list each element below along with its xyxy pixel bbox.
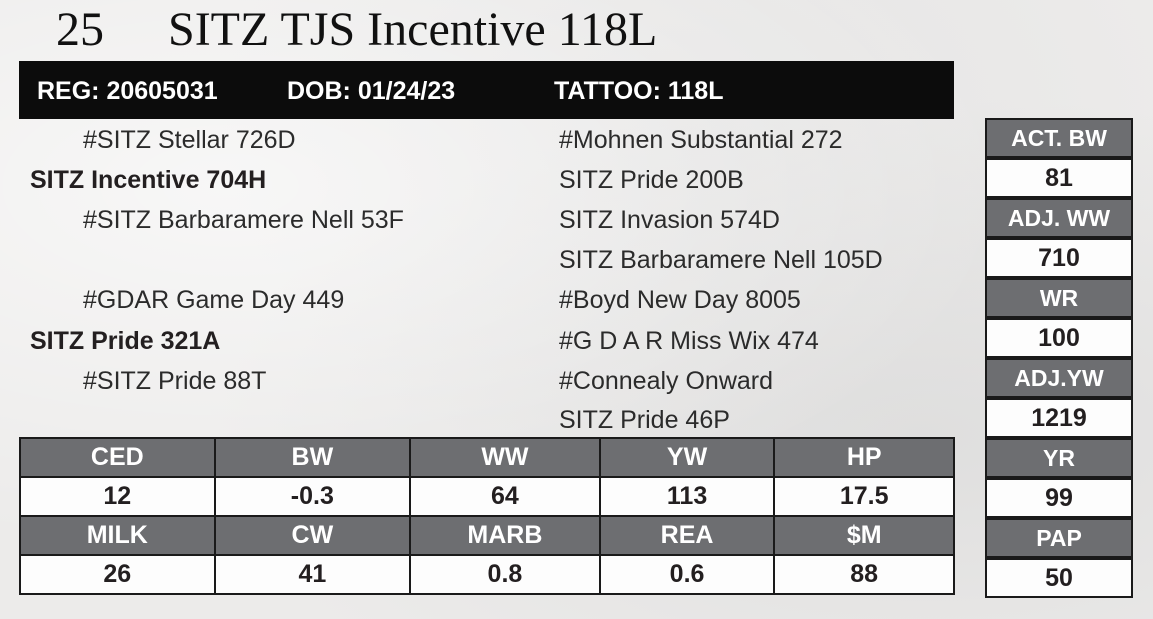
epd-value: 17.5	[773, 476, 955, 517]
epd-table: CED BW WW YW HP 12 -0.3 64 113 17.5 MILK…	[19, 437, 955, 595]
stat-value: 100	[985, 318, 1133, 359]
epd-label: YW	[598, 437, 776, 478]
epd-label: $M	[773, 515, 955, 556]
pedigree-ancestor: SITZ Pride 200B	[559, 166, 744, 194]
pedigree-dam-sire: #GDAR Game Day 449	[83, 286, 345, 314]
epd-value: 0.6	[598, 554, 776, 595]
epd-label: BW	[213, 437, 412, 478]
registration-bar: REG: 20605031 DOB: 01/24/23 TATTOO: 118L	[19, 61, 954, 119]
stat-value: 99	[985, 478, 1133, 519]
pedigree-ancestor: #Boyd New Day 8005	[559, 286, 801, 314]
epd-value-row: 26 41 0.8 0.6 88	[19, 554, 955, 595]
pedigree-ancestor: #Mohnen Substantial 272	[559, 126, 843, 154]
epd-value: 113	[598, 476, 776, 517]
pedigree-ancestor: SITZ Invasion 574D	[559, 206, 780, 234]
animal-name: SITZ TJS Incentive 118L	[168, 3, 658, 56]
pedigree-ancestor: SITZ Pride 46P	[559, 406, 730, 434]
epd-label: CED	[19, 437, 216, 478]
stat-label: WR	[985, 278, 1133, 319]
pedigree-dam: SITZ Pride 321A	[30, 327, 221, 355]
date-of-birth: DOB: 01/24/23	[287, 77, 456, 105]
epd-label: MILK	[19, 515, 216, 556]
epd-header-row: MILK CW MARB REA $M	[19, 515, 955, 556]
stat-value: 81	[985, 158, 1133, 199]
epd-value: 41	[213, 554, 412, 595]
epd-value: 12	[19, 476, 216, 517]
epd-label: HP	[773, 437, 955, 478]
epd-label: CW	[213, 515, 412, 556]
stat-value: 710	[985, 238, 1133, 279]
stat-label: ACT. BW	[985, 118, 1133, 159]
performance-stats: ACT. BW 81 ADJ. WW 710 WR 100 ADJ.YW 121…	[985, 118, 1133, 599]
stat-value: 50	[985, 558, 1133, 599]
pedigree-ancestor: SITZ Barbaramere Nell 105D	[559, 246, 883, 274]
stat-value: 1219	[985, 398, 1133, 439]
epd-label: MARB	[409, 515, 601, 556]
lot-title: 25 SITZ TJS Incentive 118L	[56, 2, 657, 58]
pedigree-sire-sire: #SITZ Stellar 726D	[83, 126, 296, 154]
pedigree-ancestor: #G D A R Miss Wix 474	[559, 327, 819, 355]
epd-value: -0.3	[213, 476, 412, 517]
stat-label: ADJ.YW	[985, 358, 1133, 399]
pedigree-sire-dam: #SITZ Barbaramere Nell 53F	[83, 206, 404, 234]
tattoo: TATTOO: 118L	[554, 77, 724, 105]
epd-value: 26	[19, 554, 216, 595]
stat-label: PAP	[985, 518, 1133, 559]
pedigree-ancestor: #Connealy Onward	[559, 367, 774, 395]
lot-number: 25	[56, 3, 104, 56]
epd-value: 88	[773, 554, 955, 595]
epd-label: REA	[598, 515, 776, 556]
epd-header-row: CED BW WW YW HP	[19, 437, 955, 478]
epd-label: WW	[409, 437, 601, 478]
pedigree-dam-dam: #SITZ Pride 88T	[83, 367, 267, 395]
epd-value: 64	[409, 476, 601, 517]
reg-number: REG: 20605031	[37, 77, 218, 105]
epd-value: 0.8	[409, 554, 601, 595]
stat-label: YR	[985, 438, 1133, 479]
pedigree-sire: SITZ Incentive 704H	[30, 166, 267, 194]
epd-value-row: 12 -0.3 64 113 17.5	[19, 476, 955, 517]
stat-label: ADJ. WW	[985, 198, 1133, 239]
